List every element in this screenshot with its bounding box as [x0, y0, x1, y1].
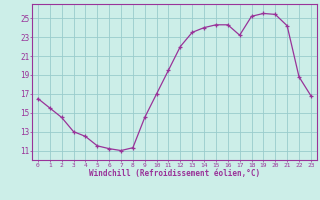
X-axis label: Windchill (Refroidissement éolien,°C): Windchill (Refroidissement éolien,°C) [89, 169, 260, 178]
